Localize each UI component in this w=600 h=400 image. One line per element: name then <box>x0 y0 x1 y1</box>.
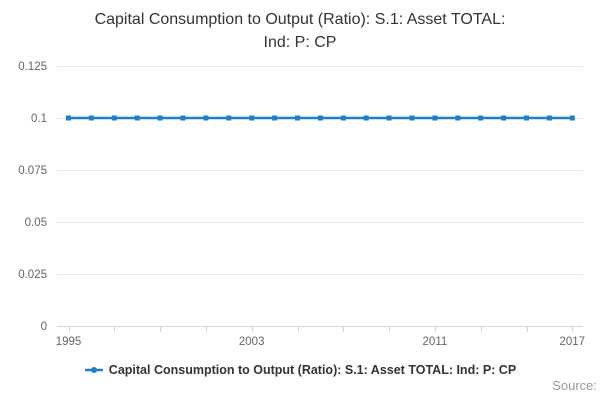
series-point-marker[interactable] <box>295 115 300 121</box>
series-point-marker[interactable] <box>340 115 346 121</box>
plot-area: 0 0.025 0.05 0.075 0.1 0.125 1995 2003 2011 2017 <box>18 61 586 348</box>
series-point-marker[interactable] <box>157 115 163 121</box>
series-point-marker[interactable] <box>272 115 278 121</box>
series-point-marker[interactable] <box>66 115 71 121</box>
source-credit: Source: <box>552 378 597 393</box>
legend-series-label: Capital Consumption to Output (Ratio): S… <box>108 363 517 377</box>
chart-title-line-1: Capital Consumption to Output (Ratio): S… <box>94 11 506 28</box>
series-point-marker[interactable] <box>134 115 140 121</box>
x-axis-tick-label: 2011 <box>423 336 448 348</box>
y-axis-tick-label: 0.05 <box>25 217 47 229</box>
series-point-marker[interactable] <box>569 115 575 121</box>
series-point-marker[interactable] <box>524 115 529 121</box>
y-axis-tick-label: 0 <box>41 321 47 333</box>
series-point-marker[interactable] <box>226 115 232 121</box>
y-axis-tick-label: 0.075 <box>18 165 47 177</box>
legend-series-marker-icon <box>84 367 103 373</box>
series-point-marker[interactable] <box>546 115 552 121</box>
series-point-marker[interactable] <box>455 115 461 121</box>
y-axis-tick-label: 0.1 <box>31 113 47 125</box>
series-point-marker[interactable] <box>203 115 209 121</box>
series-point-marker[interactable] <box>432 115 438 121</box>
series-point-marker[interactable] <box>478 115 484 121</box>
series-point-marker[interactable] <box>363 115 369 121</box>
chart-title-line-2: Ind: P: CP <box>263 34 337 51</box>
x-axis-tick-label: 2017 <box>560 336 586 348</box>
series-point-marker[interactable] <box>88 115 94 121</box>
series-point-marker[interactable] <box>409 115 415 121</box>
x-axis-tick-label: 2003 <box>239 336 265 348</box>
y-axis-tick-label: 0.025 <box>18 269 47 281</box>
series-point-marker[interactable] <box>501 115 507 121</box>
series-point-marker[interactable] <box>180 115 186 121</box>
legend: Capital Consumption to Output (Ratio): S… <box>0 363 600 377</box>
series-point-marker[interactable] <box>386 115 392 121</box>
series-point-marker[interactable] <box>317 115 323 121</box>
x-axis-tick-label: 1995 <box>56 336 82 348</box>
y-axis-tick-label: 0.125 <box>18 61 47 73</box>
series-point-marker[interactable] <box>111 115 117 121</box>
series-point-marker[interactable] <box>249 115 255 121</box>
legend-item[interactable]: Capital Consumption to Output (Ratio): S… <box>84 363 516 377</box>
chart-title: Capital Consumption to Output (Ratio): S… <box>0 8 600 54</box>
